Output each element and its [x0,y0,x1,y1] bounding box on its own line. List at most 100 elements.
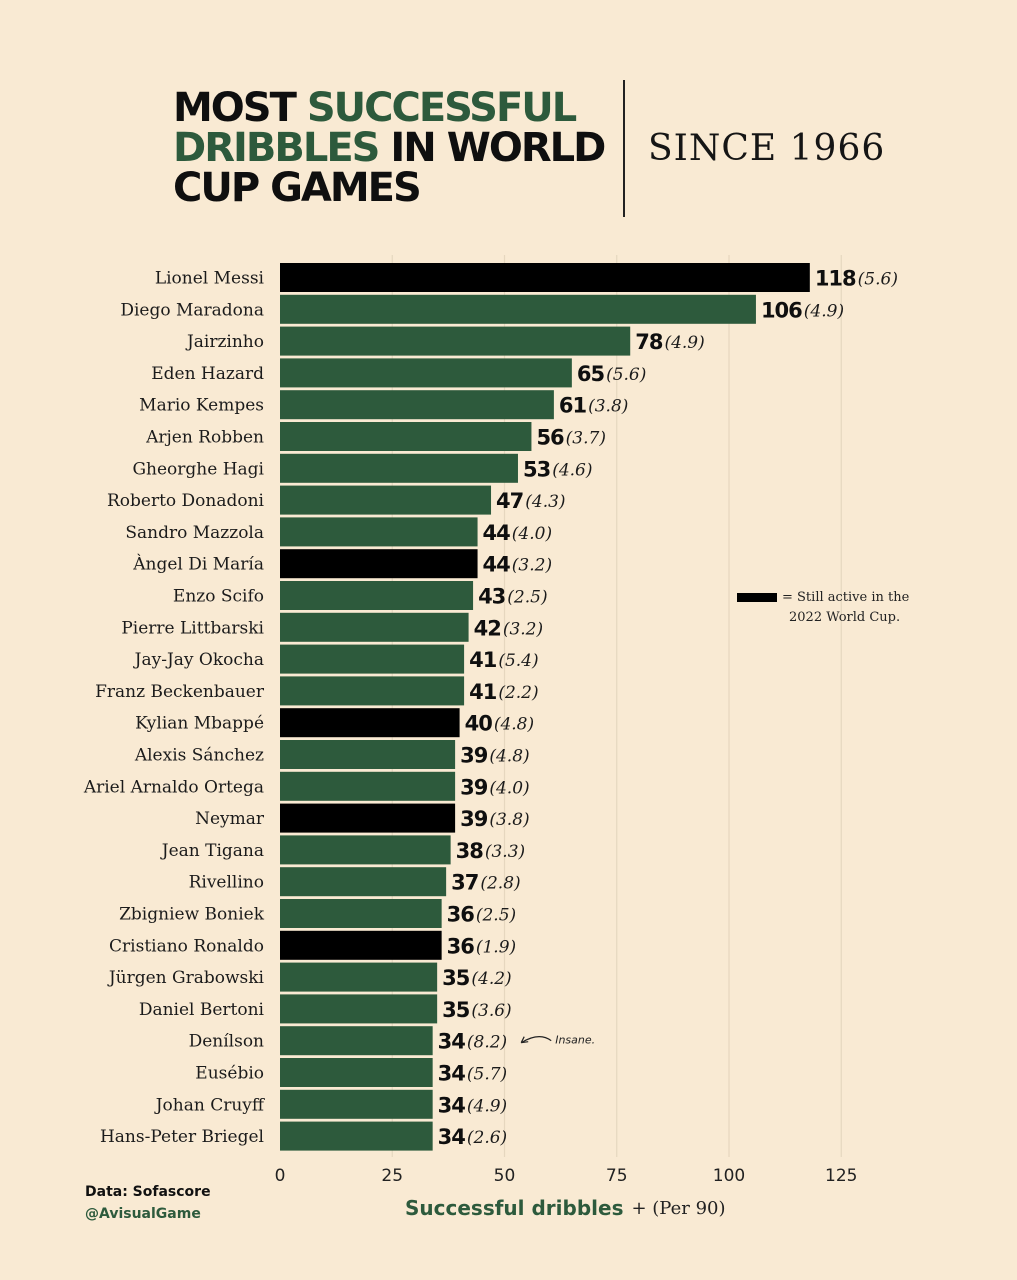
per90-label: (5.7) [467,1065,507,1085]
category-label: Jürgen Grabowski [107,968,265,988]
value-label: 34 [438,1093,466,1117]
per90-label: (3.6) [471,1001,511,1021]
per90-label: (3.7) [566,429,606,449]
x-axis-sublabel: + (Per 90) [631,1198,725,1219]
value-label: 38 [456,839,484,863]
category-label: Hans-Peter Briegel [100,1127,264,1147]
x-tick-label: 0 [275,1166,286,1186]
category-label: Alexis Sánchez [134,746,264,766]
bar [280,1026,433,1056]
title-highlight: SUCCESSFUL DRIBBLES [173,85,577,171]
per90-label: (2.5) [476,906,516,926]
value-label: 61 [559,394,587,418]
value-label: 36 [447,903,475,927]
bar [280,867,447,897]
per90-label: (4.2) [471,969,511,989]
value-label: 44 [483,553,511,577]
chart-subtitle: SINCE 1966 [648,128,886,169]
value-label: 42 [474,616,501,640]
header-divider [623,80,625,217]
category-label: Rivellino [189,873,264,893]
bar [280,740,456,769]
bar [280,1121,433,1151]
category-label: Zbigniew Boniek [119,905,265,925]
per90-label: (4.9) [467,1096,507,1116]
bar [280,517,478,547]
per90-label: (4.0) [489,778,529,798]
category-label: Gheorghe Hagi [132,459,264,479]
category-label: Jay-Jay Okocha [133,650,264,670]
legend-label-line1: = Still active in the [782,590,910,605]
labels: Lionel Messi 118 (5.6)Diego Maradona 106 (4.… [83,267,898,1150]
bars [280,263,810,1151]
value-label: 34 [438,1030,466,1054]
per90-label: (4.9) [664,333,704,353]
bar [280,676,465,706]
x-tick-label: 125 [825,1166,857,1186]
category-label: Pierre Littbarski [121,618,264,638]
category-label: Arjen Robben [145,428,264,448]
bar [280,930,442,960]
bar [280,835,451,865]
per90-label: (5.6) [858,270,898,290]
per90-label: (5.6) [606,365,646,385]
category-label: Franz Beckenbauer [95,682,265,702]
legend: = Still active in the 2022 World Cup. [737,590,910,625]
bar [280,549,478,579]
bar [280,326,631,356]
value-label: 35 [442,966,470,990]
bar [280,994,438,1024]
annotation-text: Insane. [555,1034,595,1047]
bar [280,453,518,483]
legend-swatch [737,593,777,602]
bar [280,962,438,992]
category-label: Enzo Scifo [173,587,264,607]
per90-label: (3.8) [489,810,529,830]
per90-label: (4.9) [804,301,844,321]
per90-label: (2.5) [507,588,547,608]
category-label: Jean Tigana [160,841,264,861]
per90-label: (3.2) [512,556,552,576]
bar [280,708,460,738]
category-label: Johan Cruyff [154,1095,266,1115]
title-part1: MOST [173,85,307,131]
per90-label: (4.3) [525,492,565,512]
value-label: 36 [447,934,475,958]
category-label: Neymar [195,809,265,829]
per90-label: (2.6) [467,1128,507,1148]
bar [280,581,474,610]
value-label: 37 [451,871,478,895]
per90-label: (4.6) [552,460,592,480]
value-label: 47 [496,489,523,513]
per90-label: (8.2) [467,1033,507,1053]
value-label: 44 [483,521,511,545]
per90-label: (3.3) [485,842,525,862]
category-label: Lionel Messi [155,269,265,289]
bar [280,422,532,451]
value-label: 35 [442,998,470,1022]
category-label: Ariel Arnaldo Ortega [83,777,264,797]
title-part2: IN WORLD CUP GAMES [173,125,606,211]
bar [280,358,572,388]
value-label: 34 [438,1062,466,1086]
category-label: Daniel Bertoni [139,1000,265,1020]
per90-label: (4.8) [494,715,534,735]
category-label: Jairzinho [185,332,264,352]
bar [280,1089,433,1119]
source-block: Data: Sofascore @AvisualGame [85,1181,211,1225]
x-axis: 0 25 50 75 100 125 Successful dribbles + (Per 9… [275,1166,858,1220]
chart-title: MOST SUCCESSFUL DRIBBLES IN WORLD CUP GA… [173,88,613,208]
bar [280,390,554,420]
data-source: Data: Sofascore [85,1184,211,1200]
x-tick-label: 25 [381,1166,403,1186]
value-label: 53 [523,457,550,481]
bar [280,612,469,642]
bar [280,899,442,928]
value-label: 34 [438,1125,466,1149]
value-label: 65 [577,362,605,386]
bar [280,485,492,515]
per90-label: (4.0) [512,524,552,544]
category-label: Cristiano Ronaldo [109,936,264,956]
author-handle: @AvisualGame [85,1206,201,1222]
